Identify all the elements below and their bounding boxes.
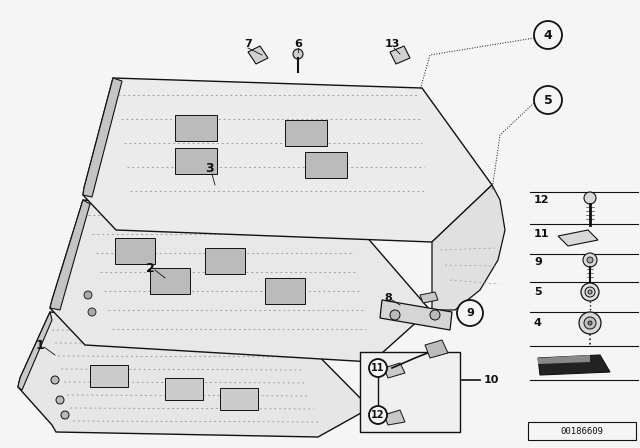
Text: 00186609: 00186609 (561, 426, 604, 435)
Text: 7: 7 (244, 39, 252, 49)
FancyBboxPatch shape (175, 148, 217, 174)
Circle shape (584, 192, 596, 204)
Text: 4: 4 (534, 318, 542, 328)
Polygon shape (50, 200, 90, 310)
Polygon shape (380, 300, 452, 330)
Polygon shape (248, 46, 268, 64)
Text: 2: 2 (146, 262, 154, 275)
Polygon shape (432, 185, 505, 310)
Polygon shape (384, 363, 405, 378)
Circle shape (588, 290, 592, 294)
Circle shape (51, 376, 59, 384)
FancyBboxPatch shape (205, 248, 245, 274)
Text: 11: 11 (371, 363, 385, 373)
Polygon shape (18, 312, 52, 390)
Text: 8: 8 (384, 293, 392, 303)
FancyBboxPatch shape (165, 378, 203, 400)
Text: 5: 5 (543, 94, 552, 107)
Text: 9: 9 (534, 257, 542, 267)
Polygon shape (50, 200, 430, 362)
Text: 4: 4 (543, 29, 552, 42)
Circle shape (430, 310, 440, 320)
Text: 11: 11 (534, 229, 550, 239)
Circle shape (585, 287, 595, 297)
FancyBboxPatch shape (115, 238, 155, 264)
Circle shape (56, 396, 64, 404)
Text: 1: 1 (36, 339, 44, 352)
Circle shape (457, 300, 483, 326)
Polygon shape (390, 46, 410, 64)
Circle shape (588, 321, 592, 325)
FancyBboxPatch shape (305, 152, 347, 178)
Circle shape (534, 86, 562, 114)
Circle shape (579, 312, 601, 334)
Circle shape (88, 308, 96, 316)
Text: 3: 3 (205, 161, 214, 175)
FancyBboxPatch shape (265, 278, 305, 304)
Circle shape (534, 21, 562, 49)
FancyBboxPatch shape (150, 268, 190, 294)
Circle shape (584, 317, 596, 329)
Text: 12: 12 (371, 410, 385, 420)
Text: 9: 9 (466, 308, 474, 318)
Polygon shape (425, 340, 448, 358)
FancyBboxPatch shape (175, 115, 217, 141)
Circle shape (390, 310, 400, 320)
Circle shape (369, 359, 387, 377)
Circle shape (583, 253, 597, 267)
Polygon shape (384, 410, 405, 425)
Text: 6: 6 (294, 39, 302, 49)
Polygon shape (538, 355, 610, 375)
Polygon shape (18, 312, 370, 437)
FancyBboxPatch shape (360, 352, 460, 432)
Circle shape (369, 406, 387, 424)
FancyBboxPatch shape (220, 388, 258, 410)
Circle shape (61, 411, 69, 419)
Text: 12: 12 (534, 195, 550, 205)
Polygon shape (420, 292, 438, 303)
Circle shape (581, 283, 599, 301)
Text: 13: 13 (384, 39, 400, 49)
Circle shape (293, 49, 303, 59)
FancyBboxPatch shape (285, 120, 327, 146)
Polygon shape (83, 78, 492, 242)
Text: 10: 10 (484, 375, 499, 385)
Circle shape (84, 291, 92, 299)
Polygon shape (83, 78, 122, 197)
FancyBboxPatch shape (90, 365, 128, 387)
Polygon shape (558, 230, 598, 246)
FancyBboxPatch shape (528, 422, 636, 440)
Polygon shape (538, 355, 590, 364)
Circle shape (587, 257, 593, 263)
Text: 5: 5 (534, 287, 541, 297)
